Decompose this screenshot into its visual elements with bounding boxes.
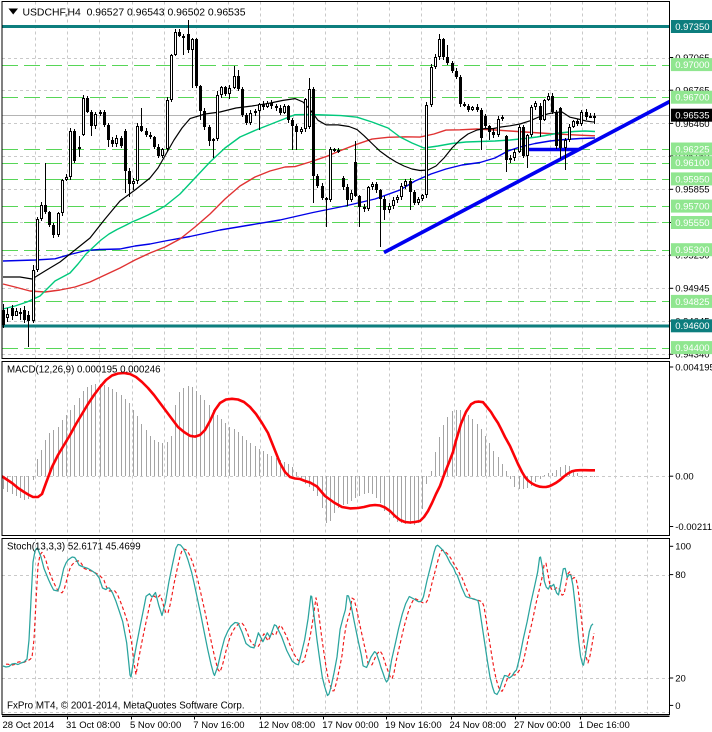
svg-text:0.95700: 0.95700 [675,202,709,213]
svg-text:12 Nov 08:00: 12 Nov 08:00 [259,720,316,731]
svg-text:1 Dec 16:00: 1 Dec 16:00 [579,720,630,731]
svg-text:0.95855: 0.95855 [675,185,709,196]
svg-text:0.97350: 0.97350 [675,22,709,33]
svg-text:0.94600: 0.94600 [675,321,709,332]
svg-text:0.97000: 0.97000 [675,60,709,71]
svg-text:0.96535: 0.96535 [675,111,709,122]
svg-text:27 Nov 00:00: 27 Nov 00:00 [514,720,571,731]
svg-text:0.95950: 0.95950 [675,174,709,185]
svg-text:0.96460: 0.96460 [675,119,709,130]
svg-text:0.96100: 0.96100 [675,158,709,169]
svg-text:0.95550: 0.95550 [675,218,709,229]
svg-text:20: 20 [675,673,686,684]
svg-text:19 Nov 16:00: 19 Nov 16:00 [385,720,442,731]
svg-text:0.94400: 0.94400 [675,343,709,354]
svg-text:5 Nov 00:00: 5 Nov 00:00 [130,720,181,731]
svg-text:24 Nov 08:00: 24 Nov 08:00 [450,720,507,731]
svg-text:7 Nov 16:00: 7 Nov 16:00 [193,720,244,731]
svg-text:28 Oct 2014: 28 Oct 2014 [3,720,55,731]
svg-text:80: 80 [675,570,686,581]
svg-text:17 Nov 00:00: 17 Nov 00:00 [322,720,379,731]
svg-text:0.96700: 0.96700 [675,93,709,104]
svg-text:0: 0 [675,701,680,712]
svg-text:0.94825: 0.94825 [675,297,709,308]
svg-text:100: 100 [675,542,691,553]
svg-text:0.96225: 0.96225 [675,144,709,155]
svg-text:-0.002119: -0.002119 [675,522,712,533]
svg-text:Stoch(13,3,3) 52.6171 45.4699: Stoch(13,3,3) 52.6171 45.4699 [7,542,141,553]
svg-text:MACD(12,26,9) 0.000195 0.00024: MACD(12,26,9) 0.000195 0.000246 [7,365,161,376]
svg-text:FxPro MT4, © 2001-2014, MetaQu: FxPro MT4, © 2001-2014, MetaQuotes Softw… [7,701,245,712]
svg-text:0.004195: 0.004195 [675,362,712,373]
svg-text:0.00: 0.00 [675,472,694,483]
svg-text:31 Oct 08:00: 31 Oct 08:00 [66,720,120,731]
svg-text:0.95300: 0.95300 [675,245,709,256]
svg-text:USDCHF,H4 0.96527 0.96543 0.9: USDCHF,H4 0.96527 0.96543 0.96502 0.9653… [23,8,246,19]
svg-text:0.94340: 0.94340 [675,350,709,361]
svg-text:0.94945: 0.94945 [675,284,709,295]
